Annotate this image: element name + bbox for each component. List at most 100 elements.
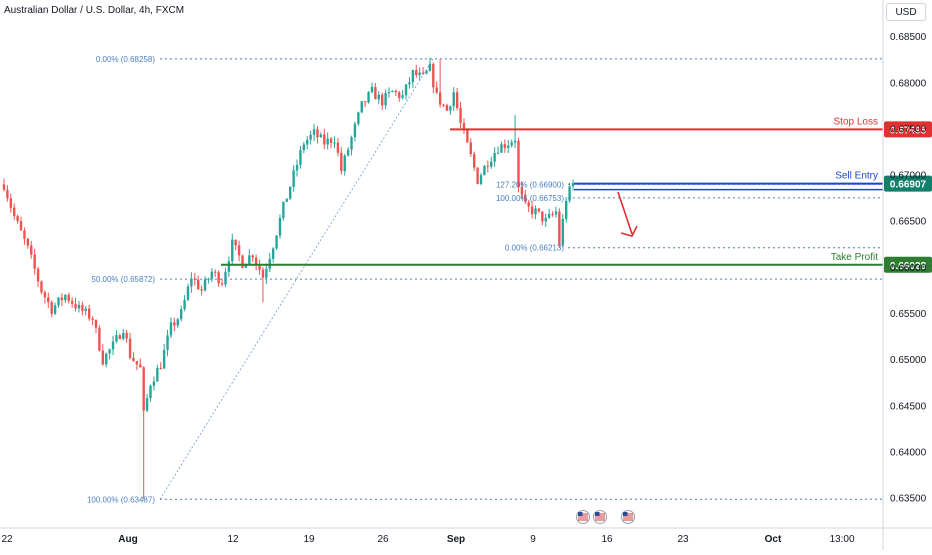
us-flag-icon[interactable] <box>621 510 635 524</box>
fib-level-label: 127.20% (0.66900) <box>496 180 564 189</box>
time-axis-tick: 19 <box>303 534 315 545</box>
candle-body <box>411 70 415 83</box>
us-flag-icon[interactable] <box>593 510 607 524</box>
candle-body <box>537 208 541 212</box>
candle-body <box>455 92 459 109</box>
candle-body <box>469 142 472 155</box>
candle-body <box>544 217 547 222</box>
candle-body <box>421 72 425 74</box>
candle-body <box>561 218 564 246</box>
trade-level-name: Sell Entry <box>835 171 878 182</box>
fib-level-label: 100.00% (0.63487) <box>87 495 155 504</box>
candle-body <box>220 283 224 285</box>
currency-button[interactable]: USD <box>886 3 926 21</box>
candle-body <box>64 294 67 301</box>
candle-body <box>166 335 169 350</box>
price-axis-tick: 0.68000 <box>890 78 927 89</box>
candle-body <box>105 353 108 365</box>
candle-body <box>285 198 288 202</box>
candle-body <box>459 108 462 124</box>
candle-body <box>30 245 33 255</box>
us-flag-icon[interactable] <box>576 510 590 524</box>
fib-level-label: 100.00% (0.66753) <box>496 194 564 203</box>
candle-body <box>43 292 47 298</box>
candle-body <box>503 144 507 148</box>
candle-body <box>333 142 336 144</box>
candle-body <box>323 134 326 145</box>
candle-body <box>101 350 105 365</box>
candle-body <box>278 218 282 236</box>
flag-stripe <box>578 513 588 515</box>
candle-body <box>33 254 36 269</box>
time-axis-tick: 16 <box>601 534 613 545</box>
price-axis-tick: 0.64000 <box>890 447 927 458</box>
price-tag-label: 0.66028 <box>890 261 927 272</box>
candle-body <box>408 82 411 85</box>
time-axis-tick: 13:00 <box>829 534 854 545</box>
flag-stripe <box>595 519 605 521</box>
candle-body <box>50 302 53 314</box>
candle-body <box>214 271 217 273</box>
candle-body <box>466 129 469 143</box>
candle-body <box>237 245 241 256</box>
time-axis-tick: 26 <box>377 534 389 545</box>
candle-body <box>169 322 173 336</box>
candle-body <box>346 149 350 156</box>
candle-body <box>265 268 268 278</box>
flag-canton <box>595 512 600 516</box>
candle-body <box>40 281 43 293</box>
fib-level-label: 0.00% (0.66213) <box>505 244 564 253</box>
candle-body <box>343 155 346 172</box>
candle-body <box>87 308 91 319</box>
candle-body <box>128 338 132 358</box>
candle-body <box>115 335 118 342</box>
time-axis-tick: 12 <box>227 534 239 545</box>
candle-body <box>496 152 500 154</box>
candle-body <box>6 189 9 199</box>
candle-body <box>568 186 571 201</box>
time-axis-tick: Oct <box>765 534 782 545</box>
candle-body <box>193 278 197 280</box>
candle-body <box>520 186 524 195</box>
candle-body <box>398 92 401 98</box>
candle-body <box>391 90 394 92</box>
candle-body <box>231 239 234 262</box>
candle-body <box>60 297 64 301</box>
flag-stripe <box>623 517 633 519</box>
candle-body <box>326 138 329 145</box>
candle-body <box>302 144 306 151</box>
candle-body <box>425 71 428 74</box>
candle-body <box>94 319 98 328</box>
candle-body <box>74 303 77 309</box>
candle-body <box>462 123 466 130</box>
candle-body <box>81 304 84 312</box>
candle-body <box>152 381 156 386</box>
candle-body <box>234 239 237 246</box>
candle-body <box>438 92 442 105</box>
flag-stripe <box>623 513 633 515</box>
candle-body <box>452 92 455 107</box>
candle-body <box>207 278 210 280</box>
candle-body <box>530 206 534 215</box>
candle-body <box>261 269 265 278</box>
arrow-head-icon <box>620 225 638 237</box>
candle-body <box>122 332 125 339</box>
candle-body <box>13 207 16 217</box>
candle-body <box>142 367 145 411</box>
candle-body <box>217 272 220 284</box>
price-axis-tick: 0.67500 <box>890 124 927 135</box>
candle-body <box>57 297 60 306</box>
flag-stripe <box>623 515 633 517</box>
candle-body <box>271 248 275 259</box>
candle-body <box>387 91 391 94</box>
time-axis-tick: Aug <box>118 534 137 545</box>
candle-body <box>363 101 367 103</box>
fib-level-label: 50.00% (0.65872) <box>91 275 155 284</box>
candle-body <box>23 230 26 239</box>
candle-body <box>558 211 561 246</box>
candle-body <box>418 72 421 76</box>
candle-body <box>36 268 40 282</box>
candle-body <box>183 299 186 310</box>
